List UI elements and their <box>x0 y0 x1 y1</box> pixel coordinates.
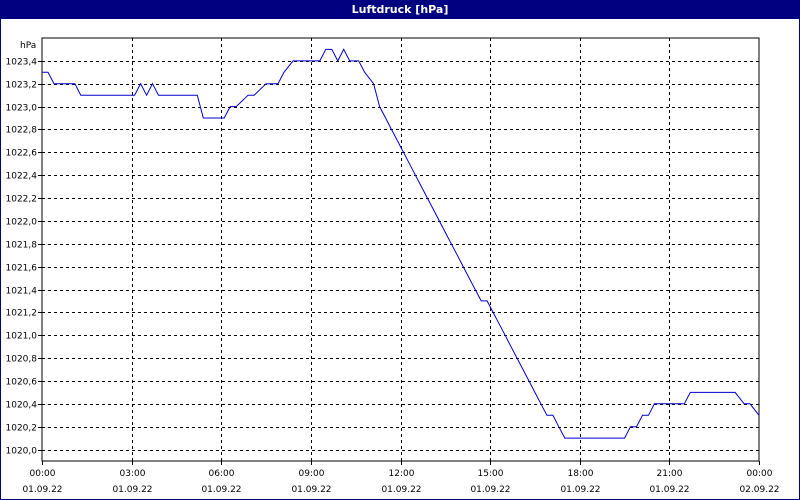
grid-lines <box>42 38 759 461</box>
x-tick-time-label: 21:00 <box>657 469 683 479</box>
x-tick-time-label: 03:00 <box>120 469 146 479</box>
pressure-series-line <box>42 48 760 439</box>
x-tick-date-label: 01.09.22 <box>381 485 421 495</box>
x-tick-date-label: 01.09.22 <box>291 485 331 495</box>
x-tick-time-label: 12:00 <box>389 469 415 479</box>
y-tick-label: 1020,2 <box>6 424 38 434</box>
y-tick-label: 1023,2 <box>6 81 38 91</box>
x-axis-ticks: 00:00 01.09.22 03:00 01.09.22 06:00 01.09.22 0… <box>22 461 780 495</box>
y-tick-label: 1022,8 <box>6 126 38 136</box>
y-tick-label: 1023,4 <box>6 58 38 68</box>
y-tick-label: 1022,6 <box>6 149 38 159</box>
y-tick-label: 1023,0 <box>6 104 38 114</box>
y-tick-label: 1022,2 <box>6 195 38 205</box>
y-tick-label: 1021,8 <box>6 241 38 251</box>
x-tick-date-label: 02.09.22 <box>739 485 779 495</box>
y-tick-label: 1020,8 <box>6 355 38 365</box>
x-tick-time-label: 15:00 <box>478 469 504 479</box>
y-tick-label: 1020,0 <box>6 447 38 457</box>
y-tick-label: 1021,6 <box>6 264 38 274</box>
y-tick-label: 1021,2 <box>6 309 38 319</box>
x-tick-date-label: 01.09.22 <box>470 485 510 495</box>
y-tick-label: 1022,0 <box>6 218 38 228</box>
y-tick-label: 1021,4 <box>6 287 38 297</box>
y-axis-label: hPa <box>20 41 36 51</box>
x-tick-date-label: 01.09.22 <box>649 485 689 495</box>
y-tick-label: 1020,4 <box>6 401 38 411</box>
x-tick-date-label: 01.09.22 <box>112 485 152 495</box>
plot-area <box>41 37 760 462</box>
y-tick-label: 1022,4 <box>6 172 38 182</box>
x-tick-date-label: 01.09.22 <box>560 485 600 495</box>
x-tick-time-label: 06:00 <box>209 469 235 479</box>
y-tick-label: 1021,0 <box>6 332 38 342</box>
chart-title: Luftdruck [hPa] <box>1 1 799 19</box>
x-tick-time-label: 18:00 <box>568 469 594 479</box>
x-tick-time-label: 00:00 <box>747 469 773 479</box>
y-tick-label: 1020,6 <box>6 378 38 388</box>
x-tick-time-label: 09:00 <box>299 469 325 479</box>
y-axis-ticks: 1020,0 1020,2 1020,4 1020,6 1020,8 1021,0 1021… <box>6 58 42 457</box>
x-tick-date-label: 01.09.22 <box>22 485 62 495</box>
x-tick-date-label: 01.09.22 <box>201 485 241 495</box>
x-tick-time-label: 00:00 <box>30 469 56 479</box>
